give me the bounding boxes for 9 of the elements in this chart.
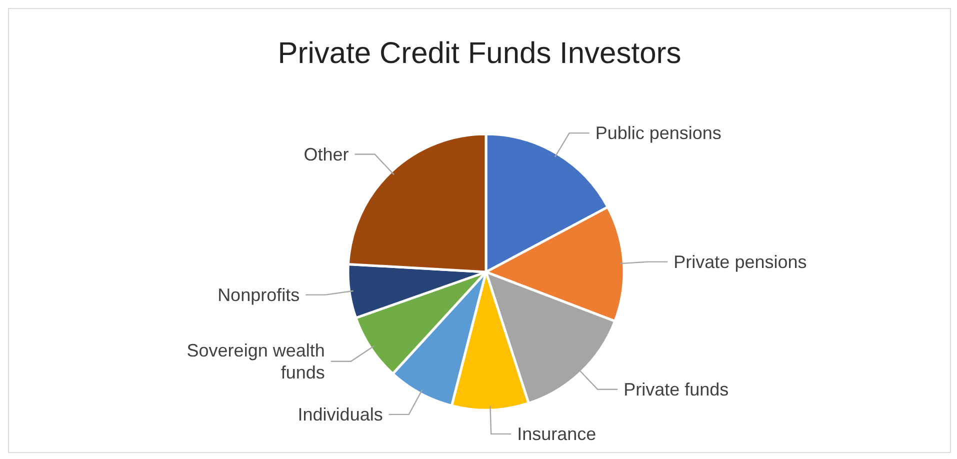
slice-label: Nonprofits	[218, 284, 300, 305]
slice-label: Insurance	[517, 424, 596, 444]
slice-label: Individuals	[298, 404, 383, 424]
slice-label: Sovereign wealth funds	[186, 340, 325, 382]
slice-label: Other	[304, 144, 349, 164]
slice-label: Private pensions	[674, 252, 807, 272]
slice-label: Private funds	[624, 379, 729, 400]
chart-title: Private Credit Funds Investors	[276, 37, 682, 71]
slice-label: Public pensions	[595, 123, 722, 144]
